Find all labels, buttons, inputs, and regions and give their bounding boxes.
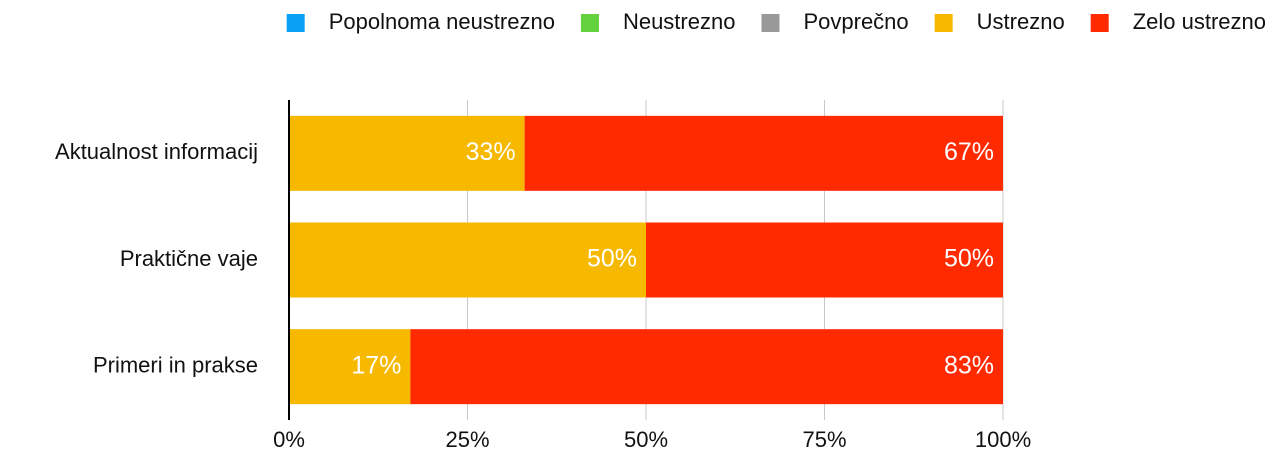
- legend-label: Popolnoma neustrezno: [329, 9, 555, 34]
- legend-swatch: [761, 14, 780, 32]
- x-tick-label: 0%: [273, 427, 305, 452]
- bar-segment: [289, 222, 646, 298]
- legend-label: Neustrezno: [623, 9, 736, 34]
- x-tick-label: 75%: [802, 427, 846, 452]
- bar-segment: [410, 329, 1003, 405]
- x-tick-label: 25%: [445, 427, 489, 452]
- x-tick-label: 50%: [624, 427, 668, 452]
- legend-swatch: [286, 14, 305, 32]
- data-label: 83%: [944, 351, 994, 379]
- legend-label: Ustrezno: [977, 9, 1065, 34]
- legend-label: Zelo ustrezno: [1133, 9, 1266, 34]
- y-tick-label: Praktične vaje: [120, 246, 258, 271]
- x-tick-label: 100%: [975, 427, 1031, 452]
- bar-segment: [289, 115, 525, 191]
- bar-segment: [646, 222, 1003, 298]
- bar-segment: [289, 329, 411, 405]
- legend-swatch: [580, 14, 599, 32]
- data-label: 50%: [587, 245, 637, 273]
- bar-segment: [524, 115, 1003, 191]
- data-label: 50%: [944, 245, 994, 273]
- legend-swatch: [1090, 14, 1109, 32]
- y-tick-label: Aktualnost informacij: [55, 139, 258, 164]
- legend-label: Povprečno: [803, 9, 908, 34]
- data-label: 67%: [944, 138, 994, 166]
- y-tick-label: Primeri in prakse: [93, 352, 258, 377]
- data-label: 17%: [351, 351, 401, 379]
- legend-swatch: [934, 14, 953, 32]
- data-label: 33%: [466, 138, 516, 166]
